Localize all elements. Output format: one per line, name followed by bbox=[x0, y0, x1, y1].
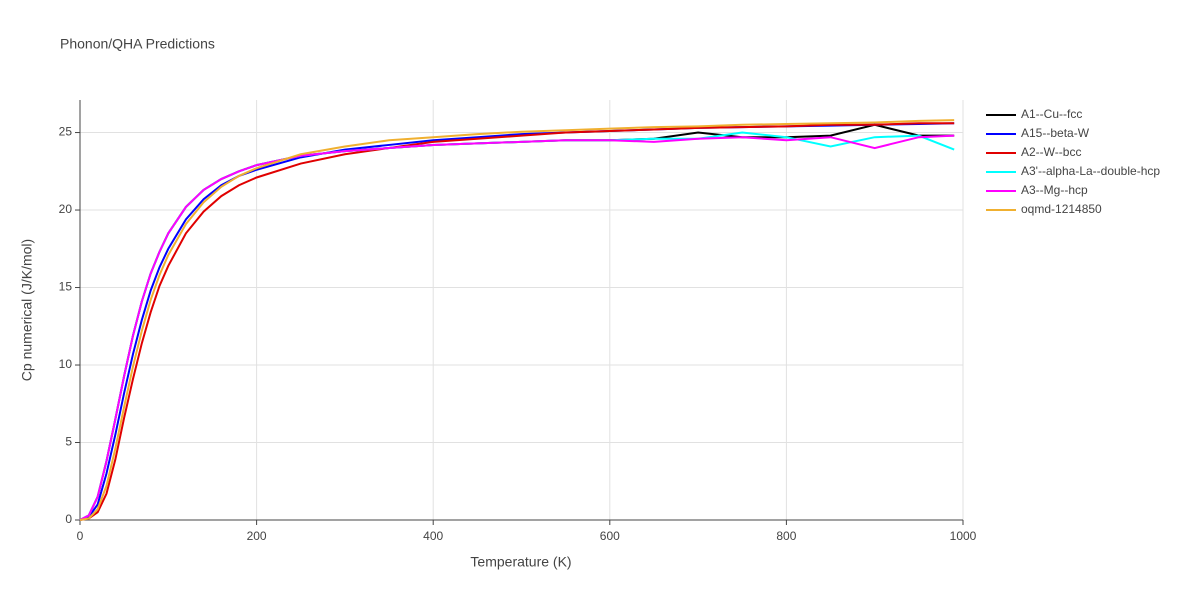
x-tick-label: 200 bbox=[247, 529, 267, 543]
series-line bbox=[79, 122, 955, 521]
series-line bbox=[79, 119, 955, 521]
legend-label: A1--Cu--fcc bbox=[1021, 107, 1082, 121]
y-axis-title: Cp numerical (J/K/mol) bbox=[19, 239, 35, 381]
y-tick-label: 10 bbox=[59, 357, 73, 371]
y-tick-label: 0 bbox=[65, 512, 72, 526]
x-axis-title: Temperature (K) bbox=[470, 554, 571, 570]
y-tick-label: 25 bbox=[59, 125, 73, 139]
y-tick-label: 5 bbox=[65, 435, 72, 449]
x-tick-label: 800 bbox=[776, 529, 796, 543]
y-tick-label: 15 bbox=[59, 280, 73, 294]
legend-label: oqmd-1214850 bbox=[1021, 202, 1102, 216]
x-tick-label: 1000 bbox=[950, 529, 977, 543]
y-tick-label: 20 bbox=[59, 202, 73, 216]
x-tick-label: 600 bbox=[600, 529, 620, 543]
x-tick-label: 400 bbox=[423, 529, 443, 543]
legend-label: A2--W--bcc bbox=[1021, 145, 1081, 159]
chart-title: Phonon/QHA Predictions bbox=[60, 36, 215, 52]
series-line bbox=[79, 123, 955, 521]
x-tick-label: 0 bbox=[77, 529, 84, 543]
series-line bbox=[79, 122, 955, 521]
series-line bbox=[79, 131, 955, 521]
legend-label: A3'--alpha-La--double-hcp bbox=[1021, 164, 1160, 178]
legend-label: A3--Mg--hcp bbox=[1021, 183, 1088, 197]
legend-label: A15--beta-W bbox=[1021, 126, 1090, 140]
